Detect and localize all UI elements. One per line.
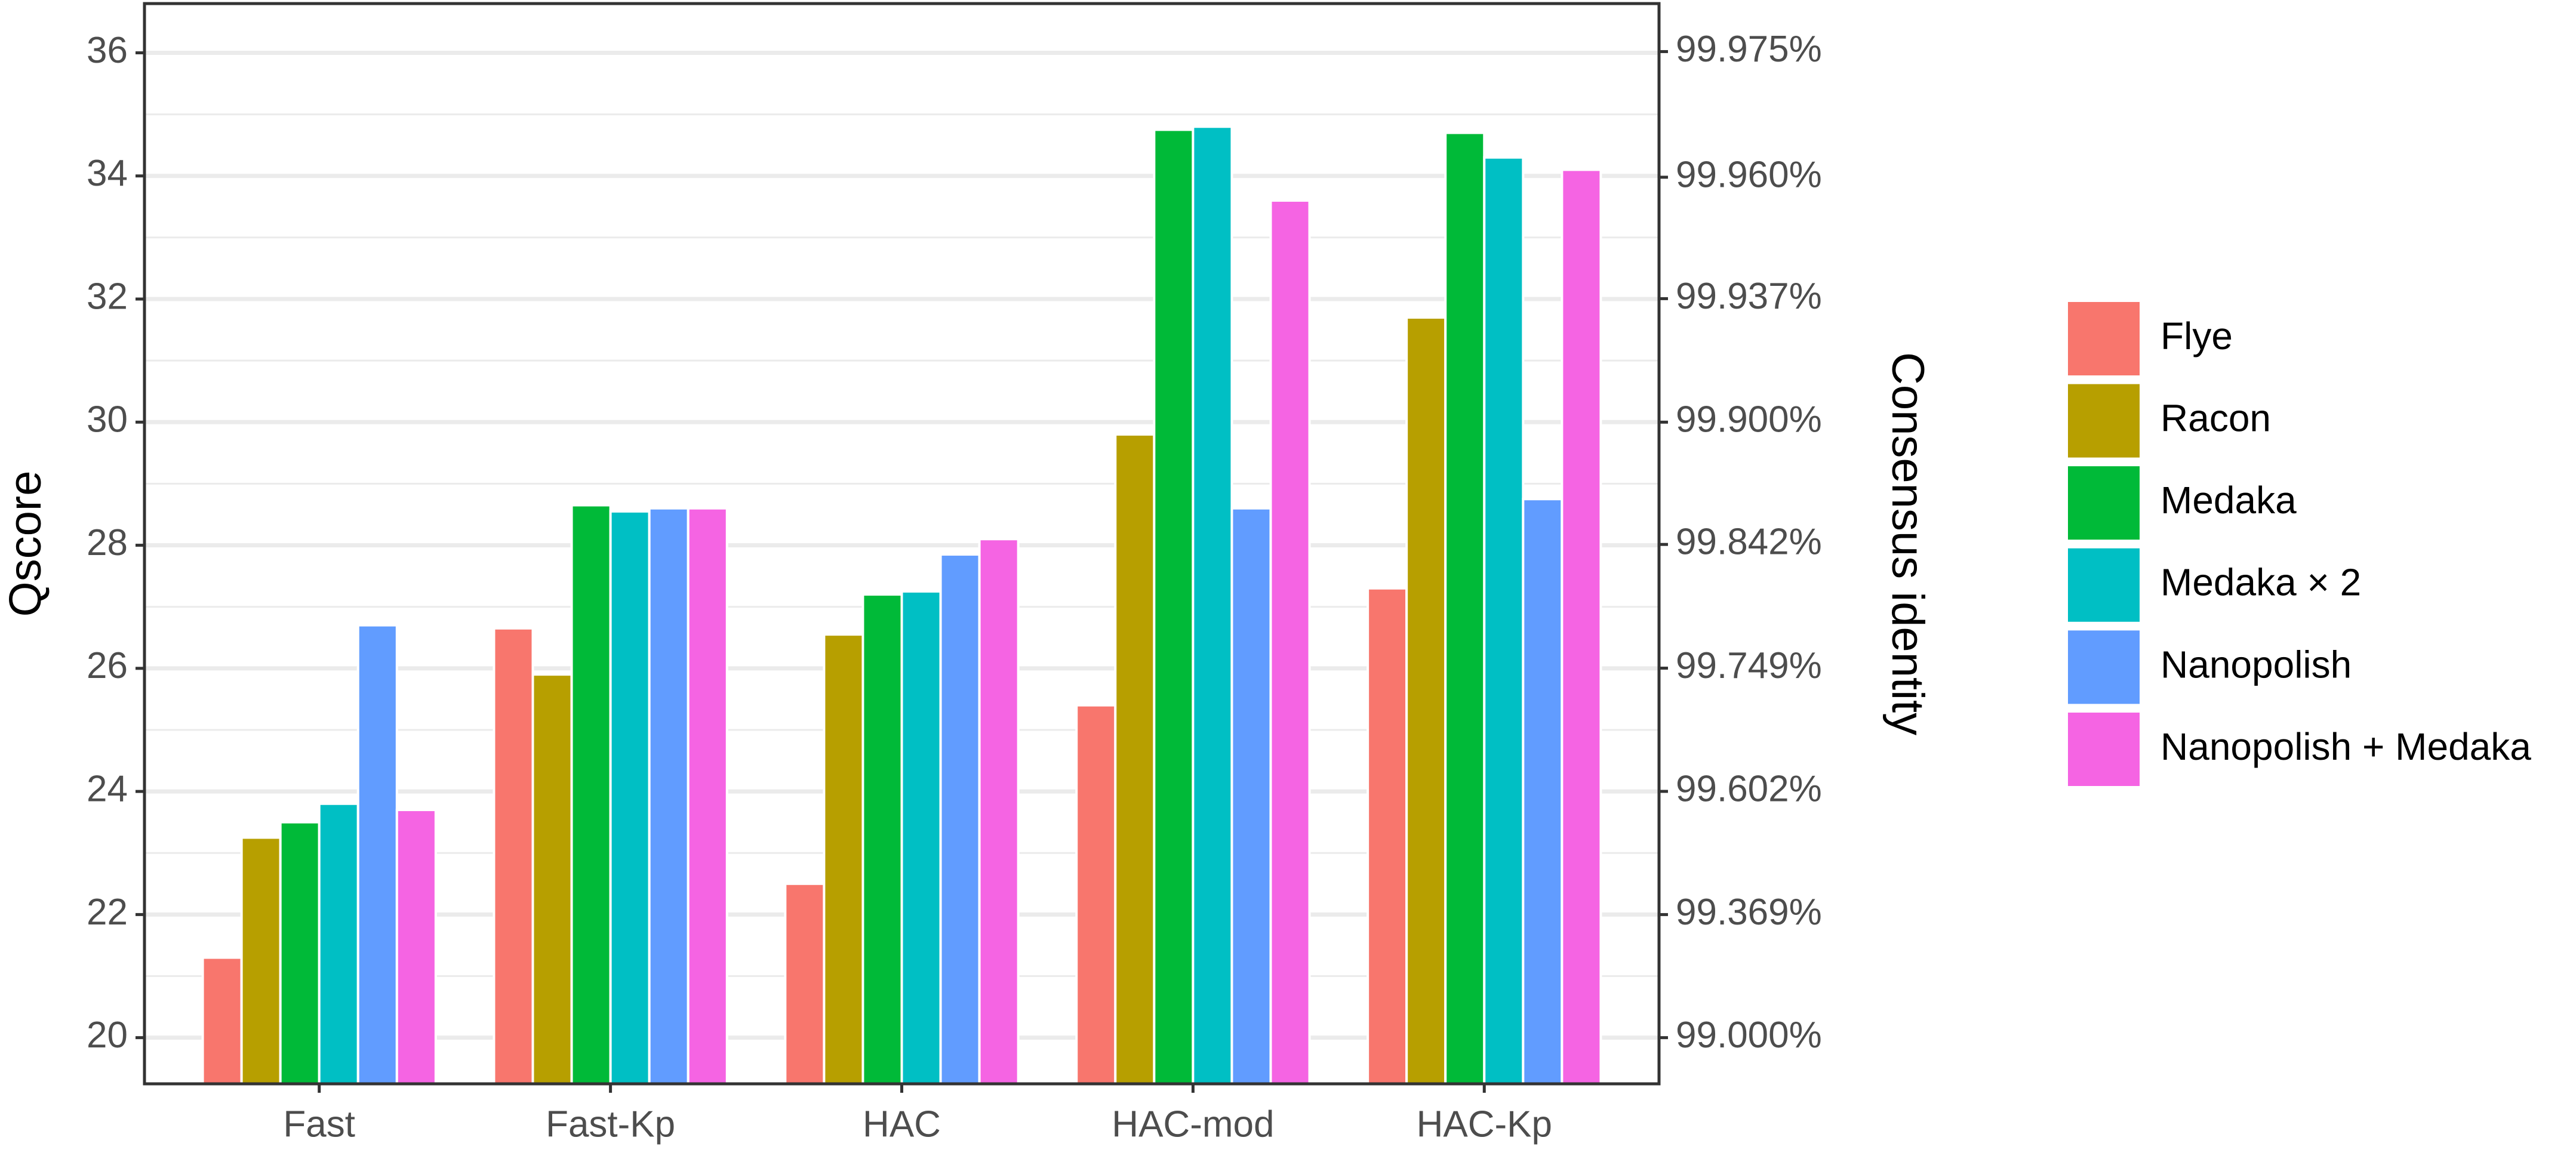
- bar: [1192, 125, 1233, 1085]
- bar: [1269, 199, 1311, 1086]
- bar: [1405, 316, 1447, 1085]
- y-tick-label: 32: [87, 276, 128, 317]
- y-tick-label: 26: [87, 645, 128, 686]
- legend-key: [2066, 300, 2142, 378]
- y-tick-label: 28: [87, 522, 128, 563]
- legend-label: Nanopolish + Medaka: [2160, 725, 2531, 768]
- y-tick-label: 30: [87, 399, 128, 440]
- x-tick-label: Fast-Kp: [546, 1104, 675, 1145]
- y-tick-label: 36: [87, 30, 128, 71]
- y-axis-title: Qscore: [0, 471, 51, 617]
- y-tick-label: 22: [87, 892, 128, 933]
- bar: [939, 553, 981, 1085]
- bar: [356, 624, 398, 1086]
- legend-label: Medaka × 2: [2160, 561, 2361, 604]
- bar: [1114, 433, 1156, 1085]
- bar: [1153, 128, 1195, 1085]
- x-tick-label: HAC-Kp: [1417, 1104, 1552, 1145]
- x-tick-label: Fast: [283, 1104, 355, 1145]
- bar: [648, 507, 690, 1085]
- legend-key: [2066, 545, 2142, 624]
- bar: [395, 809, 437, 1085]
- legend-label: Medaka: [2160, 479, 2297, 522]
- y-tick-label: 24: [87, 768, 128, 809]
- y2-tick-label: 99.602%: [1676, 768, 1822, 809]
- bar: [1561, 168, 1602, 1085]
- bar: [570, 504, 612, 1085]
- bar: [609, 510, 651, 1085]
- y2-tick-label: 99.937%: [1676, 276, 1822, 317]
- y2-tick-label: 99.842%: [1676, 522, 1822, 563]
- bar: [531, 673, 573, 1085]
- bar: [784, 882, 826, 1085]
- legend-key: [2066, 381, 2142, 460]
- legend-label: Flye: [2160, 315, 2233, 357]
- legend-key: [2066, 628, 2142, 707]
- bar: [240, 836, 282, 1085]
- y-tick-label: 20: [87, 1015, 128, 1056]
- bar: [1075, 704, 1117, 1085]
- legend-key: [2066, 710, 2142, 788]
- bar: [1230, 507, 1272, 1085]
- y2-axis-title: Consensus identity: [1882, 352, 1933, 735]
- y2-tick-label: 99.749%: [1676, 645, 1822, 686]
- y2-tick-label: 99.369%: [1676, 892, 1822, 933]
- bar: [861, 593, 903, 1085]
- bar: [279, 821, 321, 1085]
- bar: [1483, 156, 1525, 1086]
- panel-border: [143, 2, 1661, 1086]
- legend-key: [2066, 464, 2142, 543]
- bar: [493, 627, 534, 1085]
- bar: [687, 507, 728, 1085]
- y2-tick-label: 99.000%: [1676, 1015, 1822, 1056]
- bar: [1444, 131, 1486, 1086]
- x-tick-label: HAC: [863, 1104, 941, 1145]
- y2-tick-label: 99.975%: [1676, 29, 1822, 70]
- bar: [318, 802, 359, 1085]
- x-tick-label: HAC-mod: [1112, 1104, 1274, 1145]
- y2-tick-label: 99.960%: [1676, 154, 1822, 195]
- bar: [1367, 587, 1408, 1085]
- legend-label: Racon: [2160, 397, 2271, 440]
- legend-label: Nanopolish: [2160, 643, 2352, 686]
- bar: [978, 538, 1020, 1085]
- y-tick-label: 34: [87, 153, 128, 194]
- bar: [823, 633, 864, 1086]
- bar: [1522, 498, 1564, 1085]
- y2-tick-label: 99.900%: [1676, 399, 1822, 440]
- bar: [201, 956, 243, 1085]
- bar: [900, 590, 942, 1085]
